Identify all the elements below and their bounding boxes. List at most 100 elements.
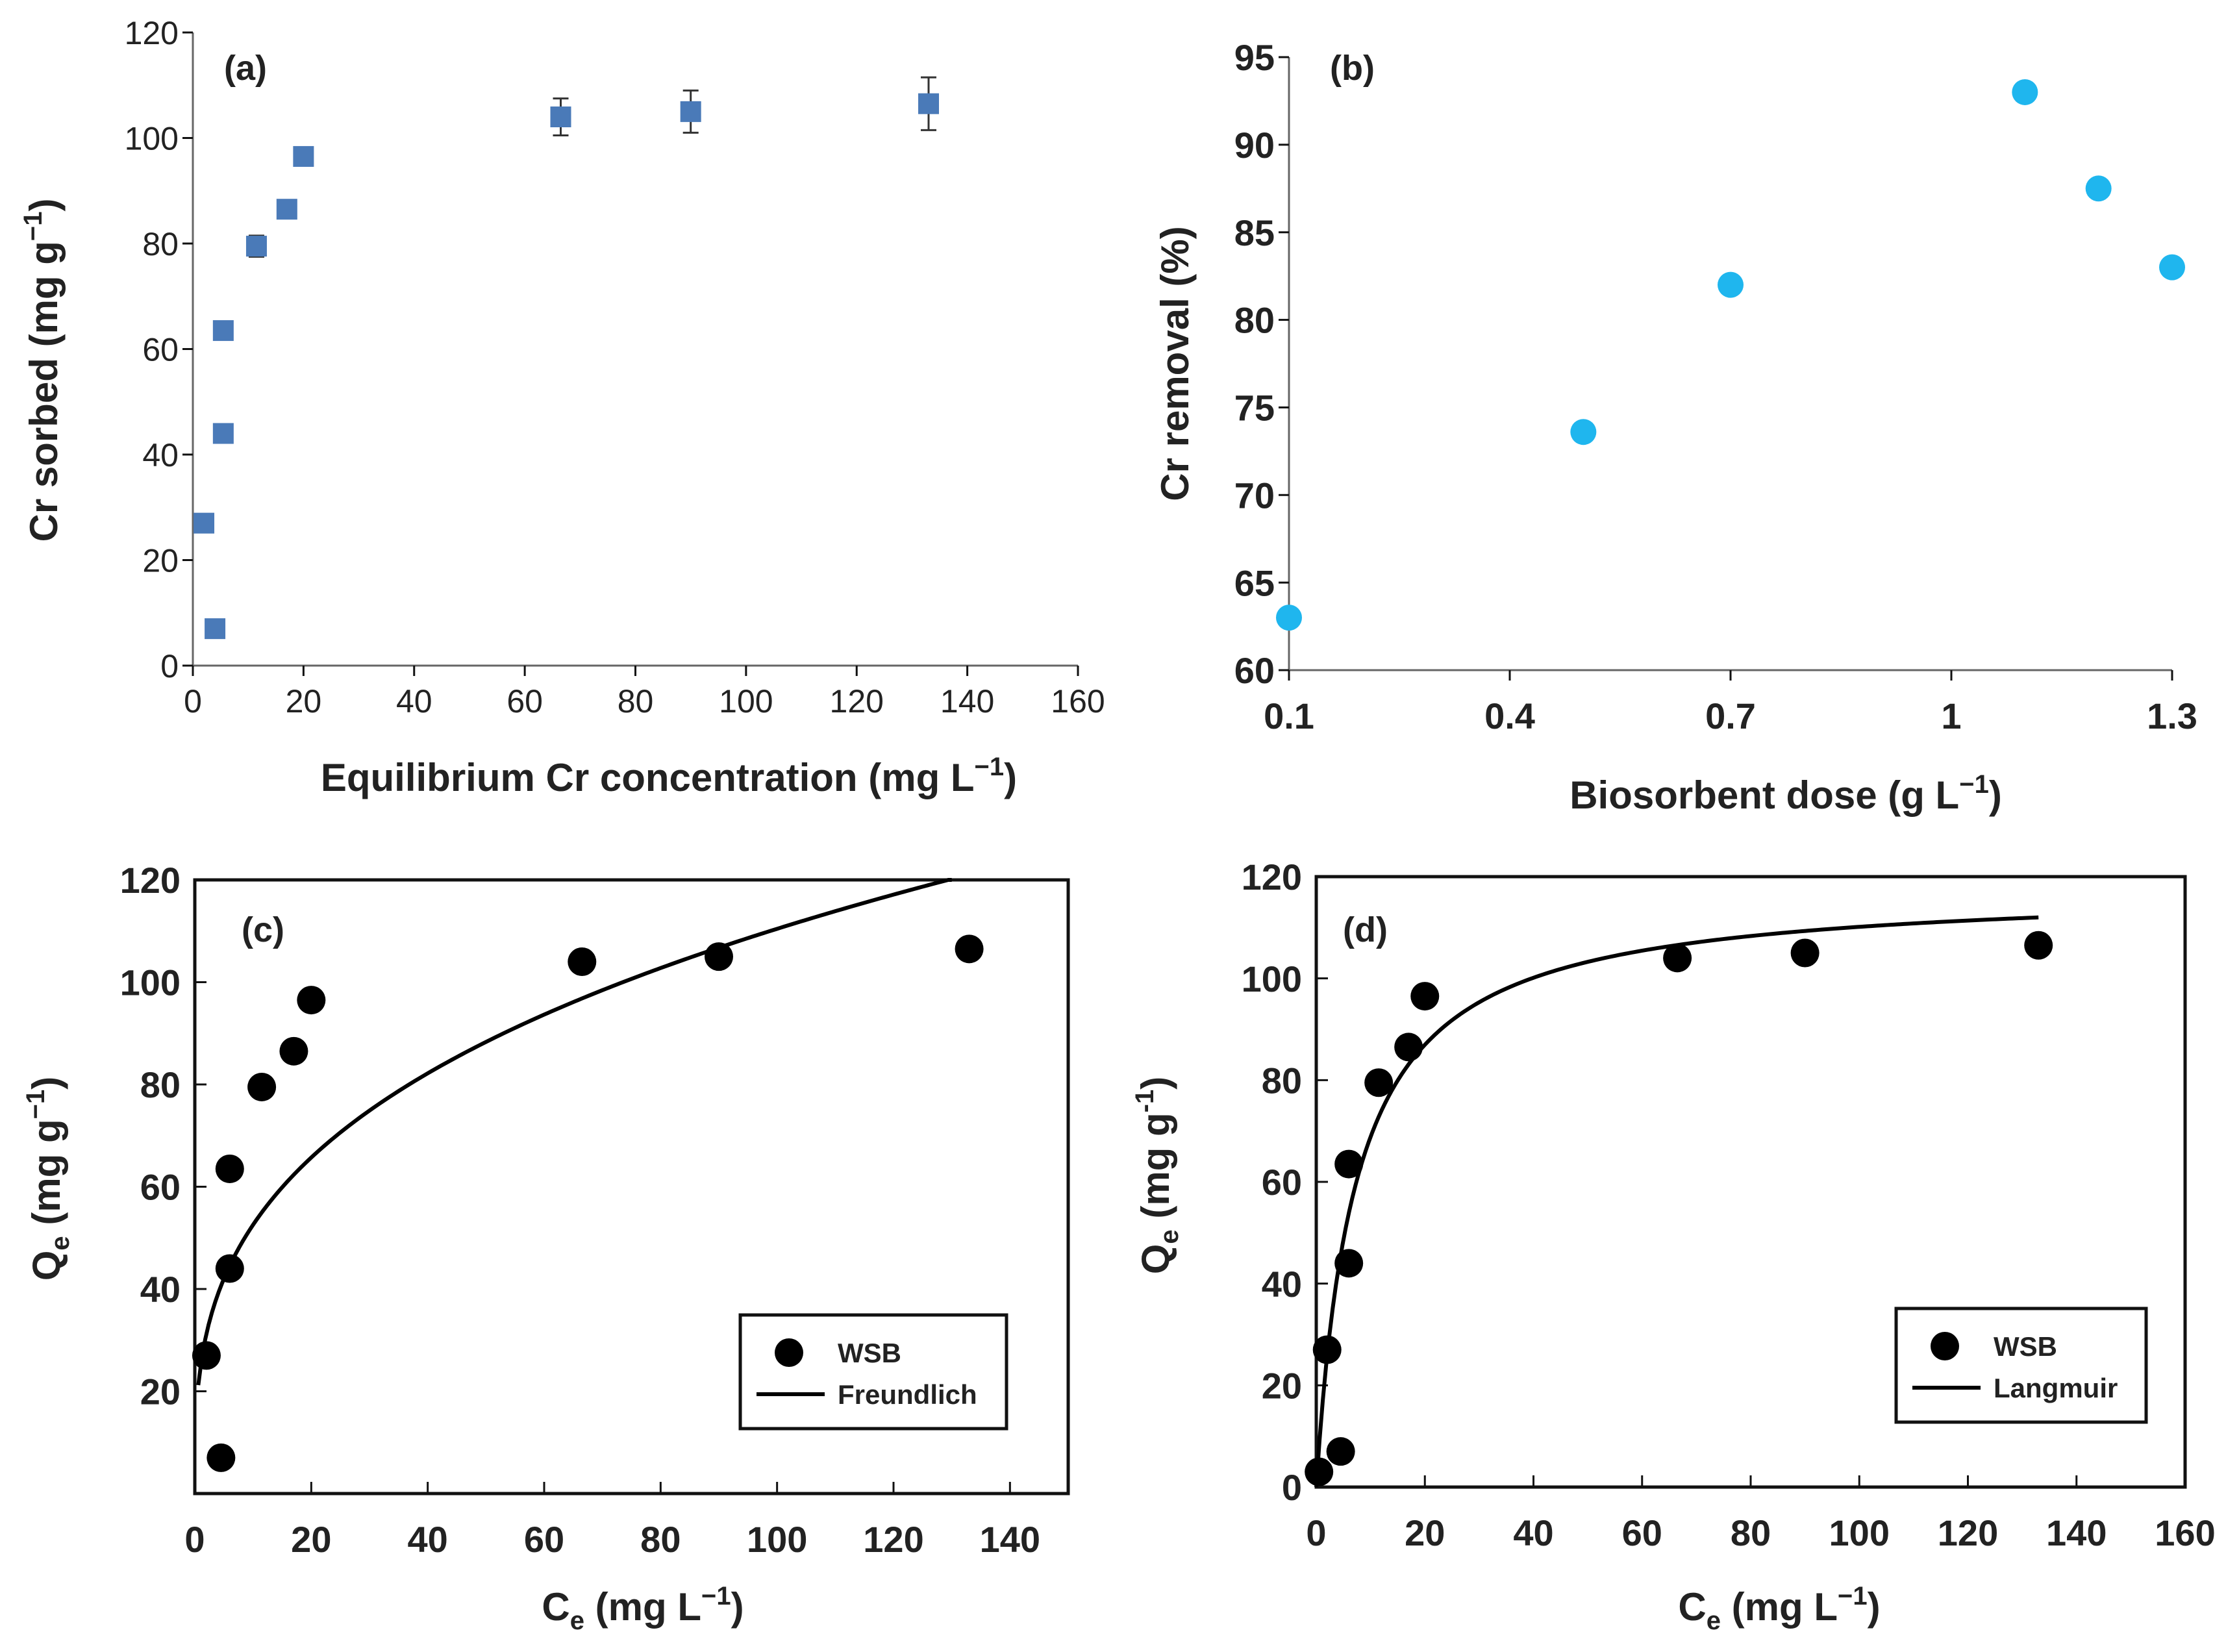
panel-a-data-point: [212, 320, 234, 342]
panel-c-y-tick-label: 80: [140, 1064, 181, 1105]
panel-c-x-axis-title-main: C: [542, 1585, 569, 1629]
panel-d-data-point: [1312, 1335, 1342, 1364]
panel-b-x-tick-label: 0.7: [1705, 695, 1756, 736]
panel-c: 20 40 60 80 100 120 0 20 40 60 80 100 120 140 WSB Freun…: [21, 860, 1070, 1635]
panel-c-x-tick-label: 0: [184, 1519, 205, 1560]
panel-b-y-tick-label: 80: [1234, 300, 1275, 341]
panel-b-x-axis-title: Biosorbent dose (g L−1): [1570, 770, 2002, 817]
panel-c-x-axis-title-mid: (mg L: [584, 1585, 701, 1629]
panel-a-x-tick-label: 40: [396, 683, 432, 720]
panel-b-plot-area: 60 65 70 75 80 85 90 95 0.1 0.4 0.7 1 1.3: [1234, 37, 2197, 736]
panel-d-x-tick-label: 160: [2155, 1512, 2215, 1553]
panel-d-x-tick-label: 20: [1405, 1512, 1445, 1553]
panel-b-x-tick-label: 1: [1941, 695, 1961, 736]
panel-b-y-tick-label: 70: [1234, 475, 1275, 516]
panel-a-data-point: [245, 236, 267, 257]
panel-c-data-point: [705, 942, 733, 971]
panel-a-x-tick-label: 120: [830, 683, 884, 720]
panel-c-y-axis-title-sup: −1: [21, 1090, 50, 1120]
panel-d-legend-box: [1894, 1307, 2148, 1424]
panel-a-data-point: [918, 93, 939, 114]
panel-b-y-tick-label: 90: [1234, 125, 1275, 166]
panel-a-x-axis-title-end: ): [1004, 756, 1017, 799]
panel-a-x-axis-title-main: Equilibrium Cr concentration (mg L: [321, 756, 975, 799]
panel-a-x-tick-label: 0: [184, 683, 202, 720]
panel-a-data-point: [293, 145, 314, 167]
panel-b-x-tick-label: 0.4: [1484, 695, 1535, 736]
panel-c-x-axis-title-end: ): [731, 1585, 744, 1629]
panel-a-y-tick-label: 60: [142, 332, 179, 368]
panel-d-data-point: [1394, 1032, 1423, 1062]
panel-c-y-axis-title-mid: (mg g: [25, 1119, 68, 1236]
panel-d-legend-points-label: WSB: [1994, 1331, 2057, 1362]
panel-d-y-tick-label: 60: [1262, 1162, 1302, 1203]
panel-d-x-tick-label: 0: [1306, 1512, 1326, 1553]
panel-b-data-point: [1718, 271, 1744, 298]
panel-b: 60 65 70 75 80 85 90 95 0.1 0.4 0.7 1 1.3 (b) Biosor…: [1153, 37, 2197, 817]
panel-c-y-tick-label: 60: [140, 1167, 181, 1208]
panel-c-y-axis-title-end: ): [25, 1077, 68, 1090]
panel-a-x-tick-label: 20: [286, 683, 322, 720]
panel-a-x-tick-label: 140: [940, 683, 994, 720]
panel-c-x-axis-title: Ce (mg L−1): [542, 1582, 744, 1635]
panel-d-x-tick-label: 60: [1622, 1512, 1662, 1553]
panel-c-y-axis-title-sub: e: [46, 1236, 75, 1250]
panel-a-data-point: [212, 423, 234, 444]
panel-c-plot-area: 20 40 60 80 100 120 0 20 40 60 80 100 120 140 WSB Freun…: [120, 860, 1070, 1560]
panel-c-fit-line: [196, 878, 952, 1386]
panel-b-y-tick-label: 60: [1234, 650, 1275, 691]
panel-d-y-axis-title-main: Q: [1134, 1244, 1177, 1275]
panel-d-legend-line-label: Langmuir: [1994, 1373, 2118, 1403]
panel-a-label: (a): [224, 49, 267, 88]
panel-b-x-axis-title-end: ): [1989, 773, 2002, 817]
panel-c-y-axis-title-main: Q: [25, 1251, 68, 1281]
panel-d-x-axis-title: Ce (mg L−1): [1678, 1582, 1880, 1635]
panel-b-y-tick-label: 65: [1234, 562, 1275, 603]
panel-c-x-axis-title-sup: −1: [701, 1582, 731, 1610]
panel-d-legend: WSB Langmuir: [1894, 1307, 2148, 1424]
panel-d-legend-marker: [1931, 1332, 1959, 1360]
panel-b-y-tick-label: 85: [1234, 212, 1275, 253]
panel-d-data-point: [1790, 938, 1820, 968]
panel-a-y-tick-label: 120: [125, 15, 179, 51]
panel-c-y-tick-label: 120: [120, 860, 181, 901]
panel-a-data-point: [550, 106, 571, 127]
panel-c-data-point: [568, 947, 597, 976]
panel-a-x-tick-label: 160: [1051, 683, 1105, 720]
panel-a-y-tick-label: 20: [142, 543, 179, 579]
panel-b-data-point: [1276, 605, 1302, 631]
panel-d-data-point: [2024, 931, 2053, 960]
panel-d-x-axis-title-mid: (mg L: [1721, 1585, 1838, 1629]
panel-b-label: (b): [1330, 49, 1375, 88]
panel-b-y-tick-label: 95: [1234, 37, 1275, 78]
panel-d-y-axis-title: Qe (mg g-1): [1131, 1077, 1184, 1274]
panel-b-y-axis-title: Cr removal (%): [1153, 226, 1197, 501]
panel-b-data-point: [2085, 175, 2112, 202]
panel-c-y-tick-label: 20: [140, 1371, 181, 1412]
panel-d-label: (d): [1343, 910, 1388, 949]
panel-a-x-axis-title: Equilibrium Cr concentration (mg L−1): [321, 753, 1017, 799]
panel-d-y-tick-label: 20: [1262, 1365, 1302, 1406]
panel-a-x-tick-label: 80: [618, 683, 654, 720]
panel-a-data-point: [205, 618, 226, 640]
panel-d-y-axis-title-end: ): [1134, 1077, 1177, 1090]
panel-d: 0 20 40 60 80 100 120 0 20 40 60 80 100 120 140 160 WSB L…: [1131, 857, 2216, 1635]
panel-d-data-point: [1410, 982, 1440, 1011]
panel-a-x-tick-label: 100: [719, 683, 773, 720]
panel-a-plot-area: 0 20 40 60 80 100 120 0 20 40 60 80 100 120 140 160: [125, 15, 1105, 720]
panel-a-x-tick-label: 60: [507, 683, 543, 720]
panel-d-data-point: [1334, 1149, 1364, 1179]
panel-d-data-point: [1364, 1068, 1394, 1097]
panel-d-y-tick-label: 120: [1242, 857, 1302, 897]
panel-c-x-tick-label: 140: [980, 1519, 1040, 1560]
panel-c-data-point: [297, 986, 326, 1015]
panel-a-y-tick-label: 40: [142, 437, 179, 473]
panel-a-y-tick-label: 80: [142, 226, 179, 262]
panel-b-data-point: [1570, 419, 1597, 445]
panel-d-y-tick-label: 80: [1262, 1060, 1302, 1101]
panel-d-x-axis-title-sub: e: [1707, 1607, 1721, 1635]
panel-c-y-tick-label: 40: [140, 1269, 181, 1310]
panel-d-y-tick-label: 100: [1242, 958, 1302, 999]
panel-b-x-tick-label: 1.3: [2147, 695, 2197, 736]
